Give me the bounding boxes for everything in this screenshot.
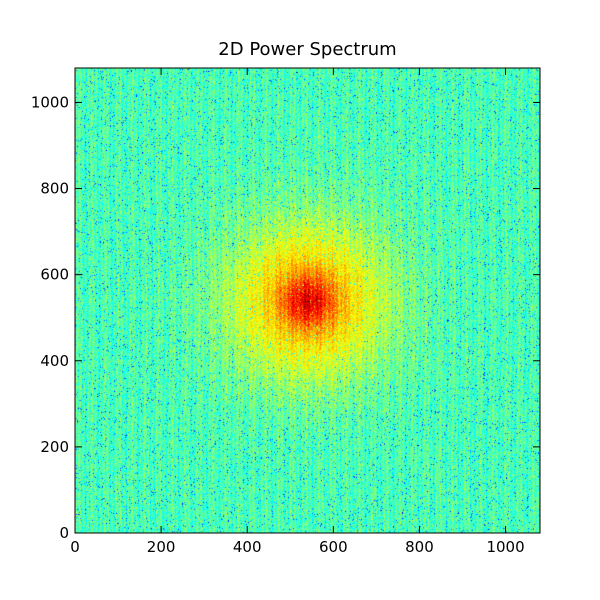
plot-area: [74, 67, 541, 534]
chart-title: 2D Power Spectrum: [218, 39, 396, 60]
y-tick-label: 800: [40, 180, 69, 198]
y-tick-label: 200: [40, 438, 69, 456]
y-tick-label: 600: [40, 266, 69, 284]
x-tick-label: 600: [319, 538, 348, 556]
x-tick-label: 200: [147, 538, 176, 556]
y-tick-label: 1000: [31, 93, 69, 111]
x-tick-label: 400: [233, 538, 262, 556]
heatmap-image-container: [75, 68, 540, 533]
y-tick-label: 400: [40, 352, 69, 370]
heatmap-image: [75, 68, 540, 533]
x-tick-label: 800: [405, 538, 434, 556]
x-axis-ticks: 0 200 400 600 800 1000: [70, 68, 525, 556]
x-tick-label: 0: [70, 538, 80, 556]
x-tick-label: 1000: [486, 538, 524, 556]
y-tick-label: 0: [59, 524, 69, 542]
y-axis-ticks: 0 200 400 600 800 1000: [31, 93, 540, 542]
plot-frame: [74, 67, 541, 534]
